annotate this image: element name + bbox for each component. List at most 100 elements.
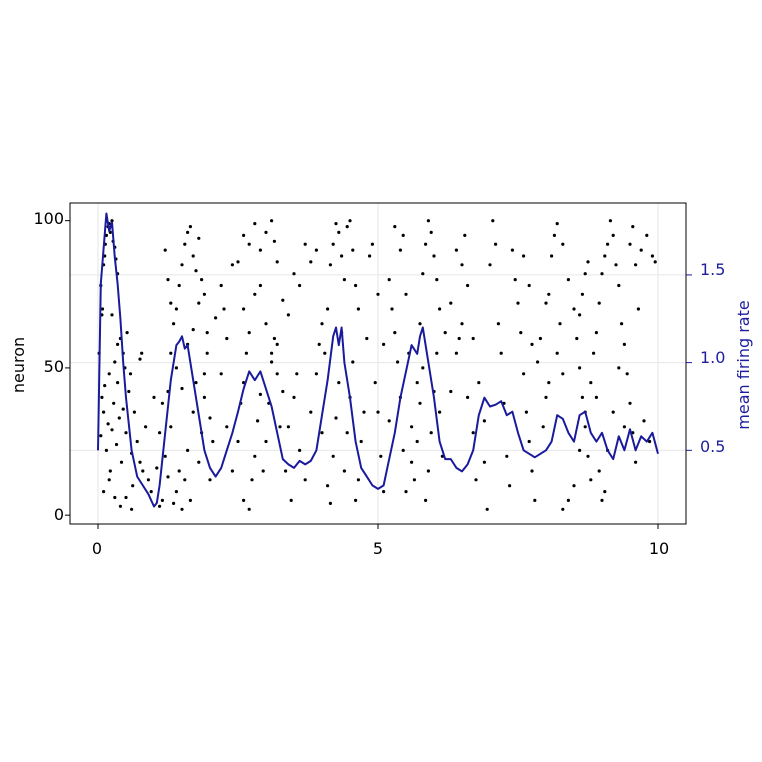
spike-point — [527, 439, 531, 444]
spike-point — [131, 484, 135, 488]
spike-point — [522, 372, 526, 376]
spike-point — [561, 507, 565, 511]
spike-point — [100, 307, 105, 311]
spike-point — [110, 219, 114, 223]
spike-point — [611, 410, 615, 414]
spike-point — [264, 230, 268, 234]
spike-point — [544, 395, 548, 399]
spike-point — [258, 392, 262, 396]
spike-point — [112, 401, 116, 405]
spike-point — [345, 431, 349, 435]
spike-point — [258, 283, 262, 288]
spike-point — [477, 381, 481, 385]
spike-point — [337, 381, 341, 385]
spike-point — [334, 416, 338, 420]
spike-point — [614, 263, 618, 267]
spike-point — [141, 469, 145, 473]
spike-point — [222, 307, 226, 311]
spike-point — [106, 422, 110, 426]
spike-point — [272, 336, 276, 341]
spike-point — [510, 248, 514, 252]
spike-point — [547, 381, 551, 385]
spike-point — [99, 434, 103, 438]
spike-point — [424, 242, 428, 246]
spike-point — [449, 301, 453, 305]
spike-point — [247, 331, 251, 335]
spike-point — [508, 484, 512, 488]
y2-tick-label-1: 1.0 — [700, 348, 725, 367]
spike-point — [242, 307, 246, 311]
spike-point — [103, 384, 107, 388]
spike-point — [314, 372, 318, 376]
spike-point — [177, 283, 181, 288]
spike-point — [270, 219, 274, 223]
spike-point — [326, 307, 330, 311]
spike-point — [130, 507, 134, 511]
spike-point — [642, 419, 646, 423]
spike-point — [429, 431, 433, 435]
spike-point — [242, 233, 246, 237]
spike-point — [401, 233, 405, 237]
spike-point — [373, 381, 377, 385]
spike-point — [390, 307, 394, 311]
spike-point — [146, 478, 150, 482]
spike-point — [449, 389, 453, 394]
spike-point — [499, 351, 503, 355]
spike-point — [289, 498, 293, 502]
y-tick-label-0: 0 — [54, 505, 64, 524]
spike-point — [474, 478, 478, 482]
spike-point — [214, 316, 218, 320]
spike-point — [530, 342, 534, 346]
spike-point — [491, 219, 495, 223]
spike-point — [219, 283, 223, 288]
spike-point — [566, 498, 571, 502]
spike-point — [351, 248, 355, 252]
spike-point — [225, 425, 229, 429]
spike-point — [281, 389, 285, 394]
spike-point — [160, 498, 164, 502]
spike-point — [272, 239, 276, 243]
spike-point — [108, 469, 112, 473]
spike-point — [611, 233, 615, 237]
spike-point — [597, 301, 601, 305]
axis-ticks — [65, 220, 692, 529]
spike-point — [256, 419, 260, 423]
spike-point — [620, 322, 624, 326]
spike-point — [202, 395, 206, 399]
spike-point — [505, 454, 509, 458]
spike-point — [152, 395, 156, 399]
spike-point — [482, 460, 486, 464]
spike-point — [264, 322, 268, 326]
spike-point — [594, 395, 599, 399]
spike-point — [281, 298, 285, 302]
spike-point — [519, 331, 523, 335]
spike-point — [186, 448, 190, 452]
spike-point — [575, 336, 579, 341]
spike-point — [194, 381, 198, 385]
spike-point — [382, 342, 386, 346]
spike-point — [253, 222, 257, 226]
spike-point — [482, 419, 486, 423]
spike-point — [144, 425, 148, 429]
spike-point — [253, 454, 257, 458]
spike-point — [538, 336, 543, 341]
spike-point — [211, 439, 215, 444]
y2-tick-label-2: 1.5 — [700, 260, 725, 279]
spike-point — [334, 222, 338, 226]
spike-point — [454, 248, 458, 252]
spike-point — [485, 507, 489, 511]
spike-point — [438, 410, 442, 414]
spike-point — [264, 439, 268, 444]
spike-point — [348, 219, 352, 223]
x-tick-label-0: 0 — [92, 539, 102, 558]
spike-point — [597, 469, 601, 473]
spike-point — [138, 357, 142, 361]
spike-point — [197, 301, 201, 305]
spike-point — [180, 507, 184, 511]
spike-point — [471, 336, 475, 341]
spike-point — [292, 272, 296, 276]
spike-point — [379, 454, 383, 458]
spike-point — [410, 425, 414, 429]
spike-point — [270, 360, 274, 364]
spike-point — [617, 366, 621, 370]
